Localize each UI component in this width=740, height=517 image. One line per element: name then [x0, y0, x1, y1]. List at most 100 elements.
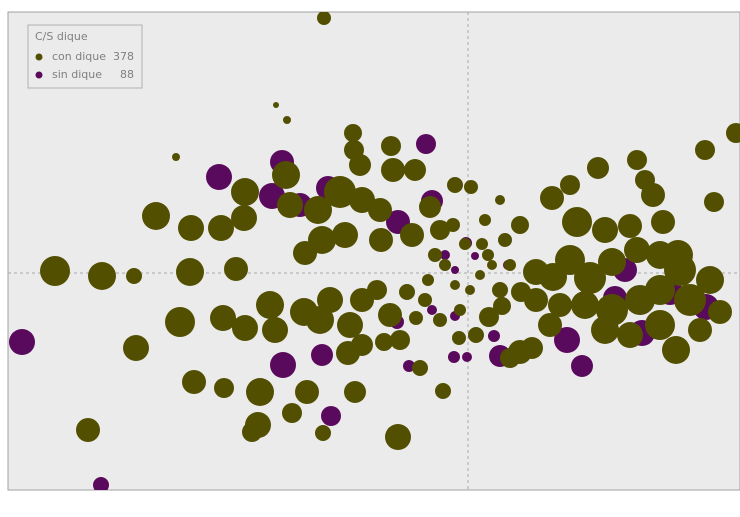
point	[695, 140, 715, 160]
legend-swatch	[35, 53, 43, 61]
point	[409, 311, 423, 325]
point	[479, 307, 499, 327]
point	[435, 383, 451, 399]
point	[540, 186, 564, 210]
point	[726, 123, 740, 143]
point	[618, 214, 642, 238]
point	[624, 237, 650, 263]
point	[304, 196, 332, 224]
point	[416, 134, 436, 154]
point	[598, 248, 626, 276]
point	[662, 336, 690, 364]
point	[256, 291, 284, 319]
point	[208, 215, 234, 241]
point	[400, 223, 424, 247]
point	[403, 360, 415, 372]
point	[324, 176, 356, 208]
point	[462, 352, 472, 362]
point	[704, 192, 724, 212]
point	[344, 124, 362, 142]
point	[210, 305, 236, 331]
point	[293, 241, 317, 265]
point	[349, 154, 371, 176]
point	[262, 317, 288, 343]
point	[231, 178, 259, 206]
point	[317, 12, 331, 25]
point	[272, 161, 300, 189]
point	[498, 233, 512, 247]
point	[664, 254, 696, 286]
point	[548, 293, 572, 317]
point	[450, 280, 460, 290]
point	[214, 378, 234, 398]
point	[336, 341, 360, 365]
point	[206, 164, 232, 190]
point	[476, 238, 488, 250]
point	[337, 312, 363, 338]
point	[452, 331, 466, 345]
point	[277, 192, 303, 218]
point	[554, 327, 580, 353]
point	[123, 335, 149, 361]
point	[521, 337, 543, 359]
point	[439, 259, 451, 271]
point	[165, 307, 195, 337]
point	[479, 214, 491, 226]
point	[93, 477, 109, 490]
legend-label: con dique	[52, 50, 106, 63]
point	[696, 266, 724, 294]
point	[430, 220, 450, 240]
point	[468, 327, 484, 343]
point	[378, 303, 402, 327]
points	[9, 12, 740, 490]
point	[495, 195, 505, 205]
point	[587, 157, 609, 179]
point	[447, 177, 463, 193]
point	[273, 102, 279, 108]
point	[9, 329, 35, 355]
point	[142, 202, 170, 230]
point	[381, 158, 405, 182]
point	[451, 266, 459, 274]
point	[404, 159, 426, 181]
point	[562, 207, 592, 237]
point	[375, 333, 393, 351]
point	[422, 274, 434, 286]
point	[178, 215, 204, 241]
legend: C/S dique con dique 378 sin dique 88	[27, 24, 143, 89]
point	[368, 198, 392, 222]
point	[574, 262, 606, 294]
point	[418, 293, 432, 307]
point	[635, 170, 655, 190]
point	[172, 153, 180, 161]
point	[708, 300, 732, 324]
point	[511, 216, 529, 234]
point	[627, 150, 647, 170]
point	[471, 252, 479, 260]
point	[493, 297, 511, 315]
point	[571, 291, 599, 319]
legend-count: 88	[120, 68, 134, 81]
point	[688, 318, 712, 342]
point	[349, 187, 375, 213]
point	[283, 116, 291, 124]
point	[399, 284, 415, 300]
point	[592, 217, 618, 243]
point	[524, 288, 548, 312]
point	[176, 258, 204, 286]
point	[306, 306, 334, 334]
point	[311, 344, 333, 366]
point	[448, 351, 460, 363]
point	[645, 310, 675, 340]
point	[488, 330, 500, 342]
point	[427, 305, 437, 315]
point	[617, 322, 643, 348]
point	[428, 248, 442, 262]
point	[295, 380, 319, 404]
point	[246, 378, 274, 406]
point	[282, 403, 302, 423]
point	[231, 205, 257, 231]
point	[126, 268, 142, 284]
point	[367, 280, 387, 300]
